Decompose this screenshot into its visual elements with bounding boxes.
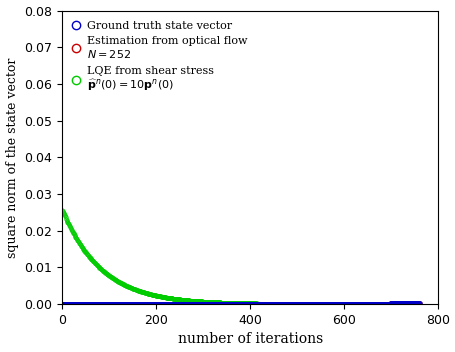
Y-axis label: square norm of the state vector: square norm of the state vector <box>5 57 19 258</box>
Legend: Ground truth state vector, Estimation from optical flow
$N=252$, LQE from shear : Ground truth state vector, Estimation fr… <box>67 16 252 98</box>
X-axis label: number of iterations: number of iterations <box>177 332 322 346</box>
